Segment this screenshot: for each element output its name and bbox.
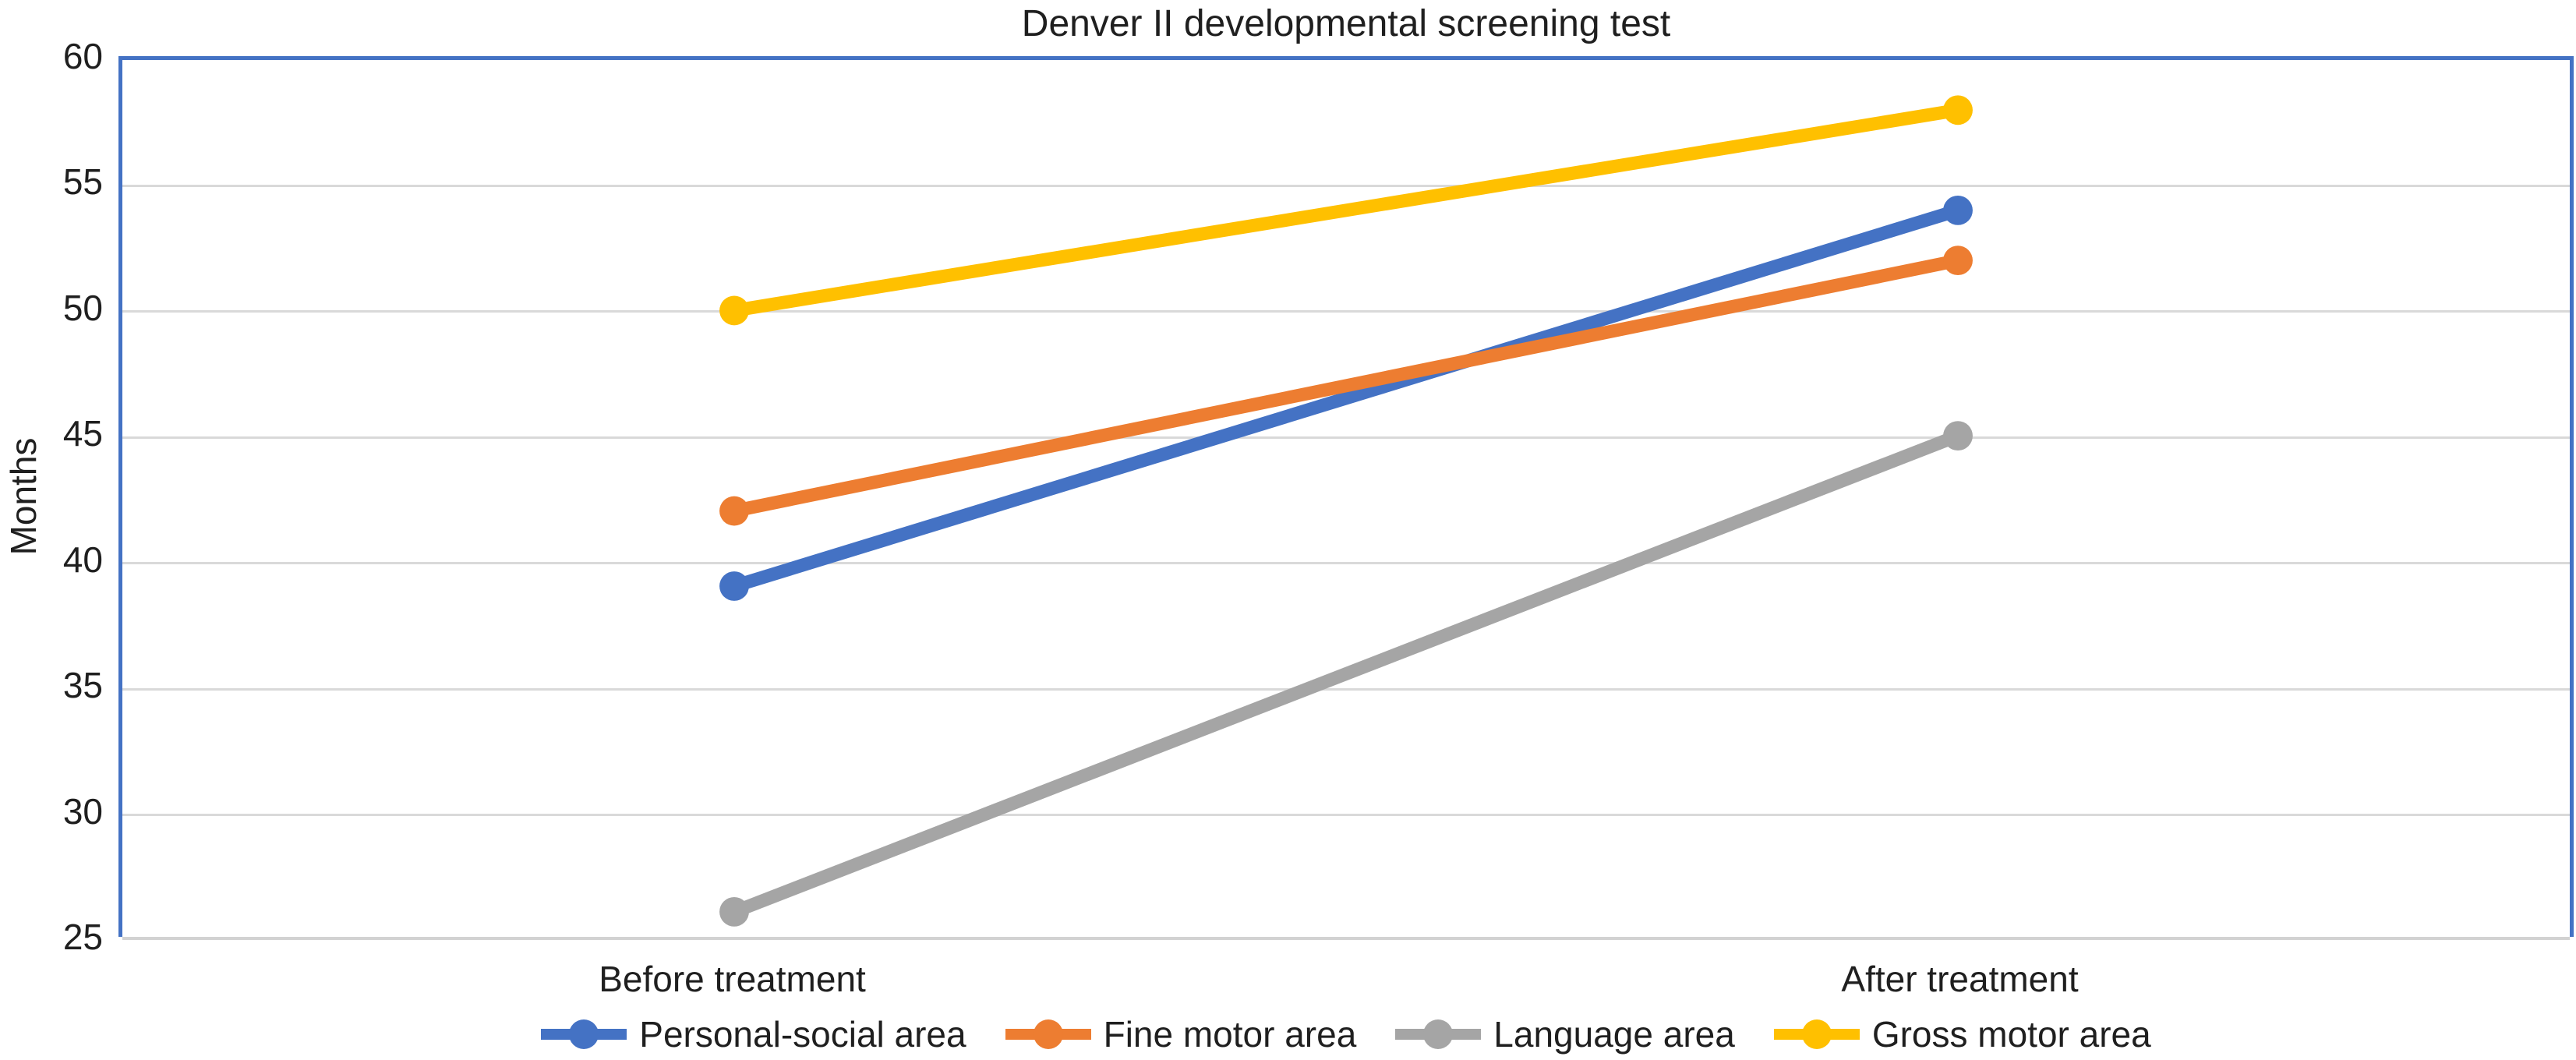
legend-label: Language area [1493,1014,1735,1055]
data-point-marker [1943,195,1973,225]
gridline-50 [122,310,2570,313]
legend-marker-icon [1395,1019,1482,1049]
series-line [731,429,1961,918]
legend-label: Gross motor area [1871,1014,2151,1055]
legend-item: Fine motor area [1005,1012,1357,1056]
x-tick-label-1: Before treatment [599,959,866,999]
y-tick-label-25: 25 [62,917,103,957]
data-point-marker [719,295,749,326]
series-lines [719,95,1973,927]
legend-marker-icon [1005,1019,1091,1049]
x-axis-line [122,937,2570,940]
legend-marker-icon [541,1019,627,1049]
y-tick-label-45: 45 [62,413,103,454]
legend-marker-icon [1773,1019,1860,1049]
gridline-30 [122,814,2570,817]
legend-label: Personal-social area [639,1014,966,1055]
series-line [733,253,1959,518]
legend-label: Fine motor area [1103,1014,1357,1055]
y-tick-label-50: 50 [62,287,103,328]
legend-item: Personal-social area [541,1012,966,1056]
y-tick-label-40: 40 [62,539,103,580]
y-tick-label-55: 55 [62,161,103,203]
data-point-marker [1943,246,1973,276]
legend-item: Gross motor area [1773,1012,2151,1056]
gridline-40 [122,562,2570,565]
data-point-marker [1943,421,1973,451]
data-point-marker [719,571,749,601]
gridline-45 [122,436,2570,439]
plot-area [118,56,2574,940]
y-tick-label-35: 35 [62,665,103,706]
x-tick-label-2: After treatment [1841,959,2079,999]
y-tick-label-30: 30 [62,790,103,832]
y-tick-label-60: 60 [62,36,103,76]
data-point-marker [1943,95,1973,125]
series-line [733,103,1959,317]
data-point-marker [719,896,749,927]
legend-item: Language area [1395,1012,1735,1056]
data-point-marker [719,496,749,526]
gridline-55 [122,184,2570,187]
legend: Personal-social area Fine motor area Langu… [118,1012,2574,1057]
series-line [732,203,1960,593]
chart-title: Denver II developmental screening test [1021,3,1671,44]
gridline-35 [122,687,2570,691]
